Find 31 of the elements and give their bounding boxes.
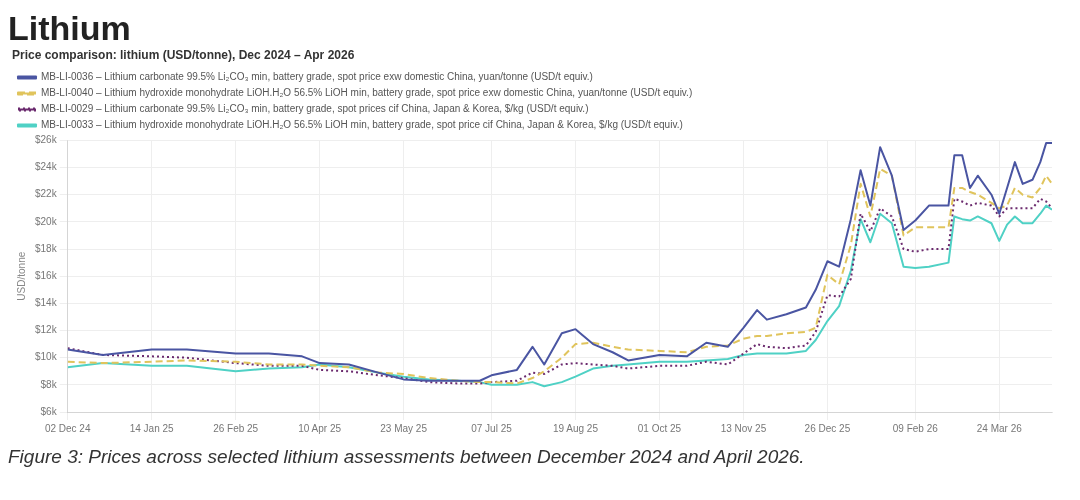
chart-subtitle: Price comparison: lithium (USD/tonne), Dec 2024 – Apr 2026 — [12, 47, 355, 62]
x-tick-label: 13 Nov 25 — [720, 422, 767, 434]
y-tick-label: $12k — [35, 324, 58, 336]
y-tick-label: $10k — [35, 351, 58, 363]
x-tick-label: 07 Jul 25 — [471, 422, 513, 434]
y-tick-label: $26k — [35, 134, 58, 146]
x-tick-label: 09 Feb 26 — [892, 422, 939, 434]
legend-label: MB-LI-0029 – Lithium carbonate 99.5% Li₂CO₃ min, battery grade, spot prices cif China, Japan & Korea, $/kg (USD/t equiv.) — [41, 103, 589, 115]
x-tick-label: 24 Mar 26 — [976, 422, 1023, 434]
y-tick-label: $8k — [40, 378, 58, 390]
y-axis-title: USD/tonne — [15, 251, 27, 301]
chart-title: Lithium — [8, 8, 132, 48]
y-tick-label: $6k — [40, 405, 58, 417]
y-tick-label: $24k — [35, 161, 58, 173]
x-tick-label: 02 Dec 24 — [44, 422, 91, 434]
x-tick-label: 26 Dec 25 — [804, 422, 851, 434]
x-tick-label: 26 Feb 25 — [213, 422, 259, 434]
y-tick-label: $22k — [35, 188, 58, 200]
x-tick-label: 19 Aug 25 — [552, 422, 599, 434]
y-tick-label: $20k — [35, 215, 58, 227]
y-tick-label: $16k — [35, 269, 58, 281]
x-tick-label: 01 Oct 25 — [637, 422, 682, 434]
legend-label: MB-LI-0040 – Lithium hydroxide monohydrate LiOH.H₂O 56.5% LiOH min, battery grade, spot price exw domestic China, yuan/tonne (USD/t equiv.) — [41, 87, 693, 99]
x-tick-label: 23 May 25 — [380, 422, 428, 434]
legend-label: MB-LI-0033 – Lithium hydroxide monohydrate LiOH.H₂O 56.5% LiOH min, battery grade, spot price cif China, Japan & Korea, $/kg (USD/t equiv.) — [41, 119, 683, 131]
y-tick-label: $18k — [35, 242, 58, 254]
x-tick-label: 10 Apr 25 — [298, 422, 342, 434]
caption: Figure 3: Prices across selected lithium assessments between December 2024 and April 2026. — [8, 446, 806, 468]
y-tick-label: $14k — [35, 297, 58, 309]
legend-label: MB-LI-0036 – Lithium carbonate 99.5% Li₂CO₃ min, battery grade, spot price exw domestic China, yuan/tonne (USD/t equiv.) — [41, 71, 593, 83]
x-tick-label: 14 Jan 25 — [129, 422, 175, 434]
